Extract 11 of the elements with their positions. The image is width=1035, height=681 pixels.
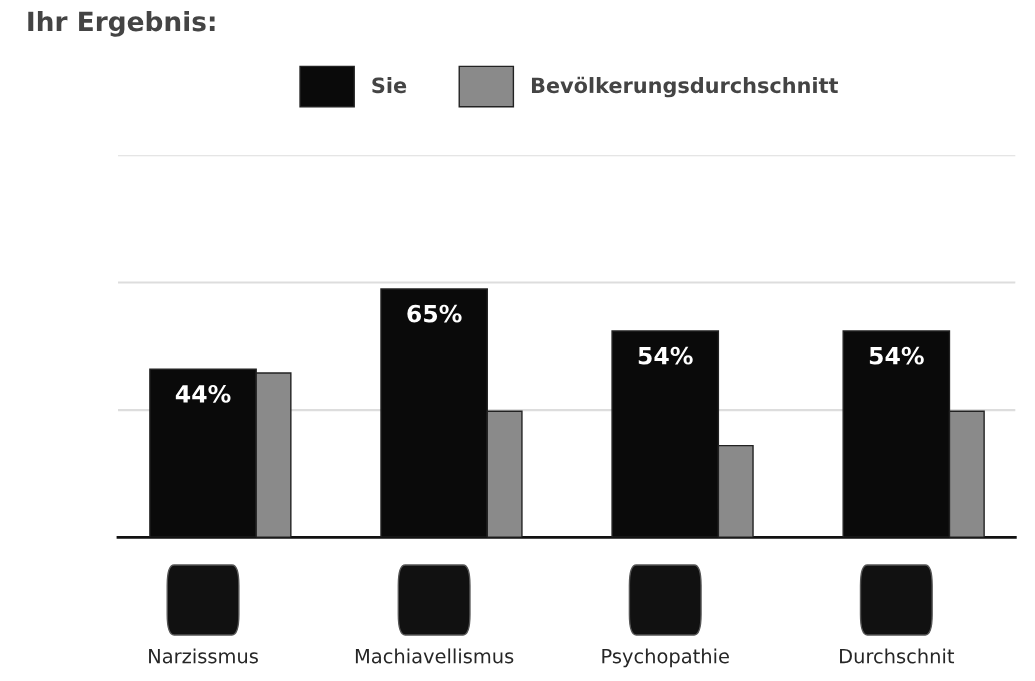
legend-label: Sie [372,77,407,94]
data-label: 65% [407,304,462,323]
x-tick-label: Machiavellismus [355,648,514,664]
x-tick-label: Durchschnit [840,648,955,664]
legend-label: Bevölkerungsdurchschnitt [531,76,838,98]
x-tick-label: Narzissmus [149,648,258,664]
data-label: 54% [638,346,693,365]
chart-title: Ihr Ergebnis: [28,10,215,37]
data-label: 54% [869,346,924,365]
data-label: 44% [175,384,231,403]
x-tick-label: Psychopathie [602,648,729,668]
